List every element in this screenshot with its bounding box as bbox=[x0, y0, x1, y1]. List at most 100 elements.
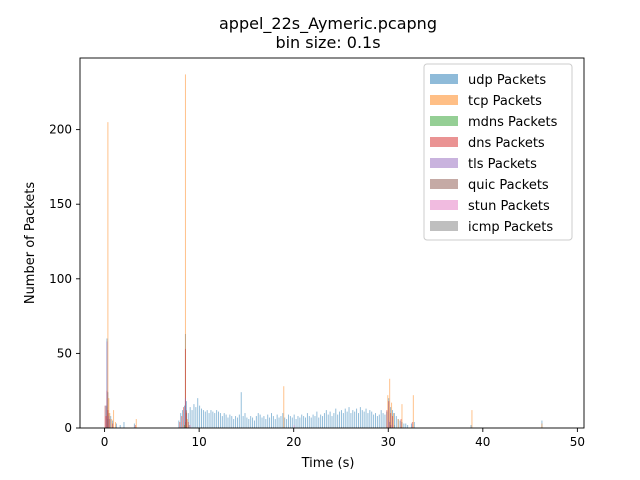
bar-series-0-48 bbox=[248, 419, 250, 428]
bar-series-0-63 bbox=[276, 414, 278, 428]
bar-series-0-53 bbox=[257, 413, 259, 428]
bar-series-0-26 bbox=[206, 410, 208, 428]
bar-series-0-49 bbox=[250, 416, 252, 428]
chart-title: appel_22s_Aymeric.pcapng bbox=[219, 14, 437, 34]
bar-series-6-0 bbox=[189, 425, 191, 428]
bar-series-0-130 bbox=[403, 423, 405, 428]
bar-series-0-79 bbox=[306, 413, 308, 428]
bar-series-3-17 bbox=[400, 419, 402, 428]
chart-subtitle: bin size: 0.1s bbox=[275, 33, 380, 52]
bar-series-0-83 bbox=[314, 416, 316, 428]
bar-series-1-12 bbox=[387, 395, 389, 428]
bar-series-0-126 bbox=[395, 416, 397, 428]
bar-series-0-112 bbox=[369, 410, 371, 428]
bar-series-0-24 bbox=[202, 410, 204, 428]
bar-series-0-100 bbox=[346, 411, 348, 428]
legend-swatch-0 bbox=[430, 74, 458, 84]
bar-series-0-80 bbox=[308, 416, 310, 428]
bar-series-0-18 bbox=[191, 410, 193, 428]
x-tick-label-4: 40 bbox=[475, 435, 490, 449]
bar-series-0-114 bbox=[373, 414, 375, 428]
legend-label-5: quic Packets bbox=[468, 178, 549, 193]
bar-series-0-108 bbox=[361, 410, 363, 428]
bar-series-0-41 bbox=[235, 416, 237, 428]
bar-series-3-10 bbox=[184, 348, 186, 428]
bar-series-0-61 bbox=[272, 416, 274, 428]
bar-series-0-20 bbox=[195, 407, 197, 428]
bar-series-0-105 bbox=[356, 408, 358, 428]
bar-series-0-87 bbox=[322, 416, 324, 428]
bar-series-1-13 bbox=[389, 378, 391, 428]
bar-series-1-16 bbox=[397, 419, 399, 428]
x-tick-label-2: 20 bbox=[286, 435, 301, 449]
legend-swatch-4 bbox=[430, 158, 458, 168]
bar-series-0-58 bbox=[267, 414, 269, 428]
bar-series-3-13 bbox=[386, 410, 388, 428]
bar-series-0-40 bbox=[233, 419, 235, 428]
legend-swatch-1 bbox=[430, 95, 458, 105]
bar-series-0-71 bbox=[291, 417, 293, 428]
bar-series-3-4 bbox=[109, 419, 111, 428]
y-tick-label-1: 50 bbox=[57, 346, 72, 360]
bar-series-3-1 bbox=[105, 416, 107, 428]
bar-series-1-2 bbox=[108, 398, 110, 428]
bar-series-0-120 bbox=[384, 414, 386, 428]
x-axis-label: Time (s) bbox=[301, 456, 355, 471]
bar-series-0-25 bbox=[204, 411, 206, 428]
bar-series-0-95 bbox=[337, 414, 339, 428]
bar-series-0-23 bbox=[201, 408, 202, 428]
bar-series-3-5 bbox=[112, 423, 114, 428]
bar-series-0-43 bbox=[238, 414, 240, 428]
bar-series-1-20 bbox=[541, 423, 543, 428]
legend-swatch-3 bbox=[430, 137, 458, 147]
bar-series-3-6 bbox=[134, 425, 136, 428]
y-tick-label-2: 100 bbox=[49, 272, 72, 286]
bar-series-1-8 bbox=[184, 74, 186, 428]
bar-series-0-62 bbox=[274, 419, 276, 428]
bar-series-1-4 bbox=[111, 419, 113, 428]
bar-series-0-103 bbox=[352, 410, 354, 428]
bar-series-0-90 bbox=[327, 414, 329, 428]
bar-series-0-69 bbox=[288, 414, 289, 428]
bar-series-0-29 bbox=[212, 411, 214, 428]
bar-series-0-104 bbox=[354, 411, 356, 428]
bar-series-3-7 bbox=[179, 422, 181, 428]
bar-series-0-76 bbox=[301, 414, 303, 428]
bar-series-0-131 bbox=[405, 423, 407, 428]
bar-series-0-54 bbox=[259, 414, 261, 428]
bar-series-0-36 bbox=[225, 414, 227, 428]
bar-series-0-117 bbox=[378, 414, 380, 428]
y-tick-label-3: 150 bbox=[49, 197, 72, 211]
bar-series-0-115 bbox=[375, 413, 376, 428]
bar-series-3-0 bbox=[104, 405, 106, 428]
legend-label-4: tls Packets bbox=[468, 157, 537, 172]
bar-series-4-0 bbox=[106, 341, 108, 428]
legend-label-0: udp Packets bbox=[468, 73, 546, 88]
bar-series-0-96 bbox=[339, 411, 341, 428]
bar-series-1-18 bbox=[412, 395, 414, 428]
bar-series-0-92 bbox=[331, 416, 333, 428]
bar-series-5-1 bbox=[184, 422, 186, 428]
bar-series-7-0 bbox=[188, 425, 190, 428]
bar-series-0-11 bbox=[180, 413, 182, 428]
bar-series-5-3 bbox=[389, 422, 391, 428]
bar-series-3-15 bbox=[390, 413, 392, 428]
bar-series-0-77 bbox=[303, 416, 305, 428]
bar-series-0-86 bbox=[320, 414, 322, 428]
bar-series-1-17 bbox=[401, 404, 403, 428]
bar-series-4-3 bbox=[388, 420, 390, 428]
bar-series-0-6 bbox=[115, 423, 117, 428]
bar-series-0-51 bbox=[253, 420, 255, 428]
bar-series-1-19 bbox=[471, 410, 473, 428]
bar-series-0-12 bbox=[182, 410, 184, 428]
bar-series-0-68 bbox=[286, 419, 288, 428]
bar-series-0-38 bbox=[229, 414, 231, 428]
bar-series-0-37 bbox=[227, 417, 229, 428]
bar-series-0-67 bbox=[284, 417, 286, 428]
bar-series-0-17 bbox=[189, 407, 191, 428]
bar-series-0-102 bbox=[350, 413, 352, 428]
bar-series-0-39 bbox=[231, 416, 233, 428]
bar-series-0-30 bbox=[214, 413, 216, 428]
